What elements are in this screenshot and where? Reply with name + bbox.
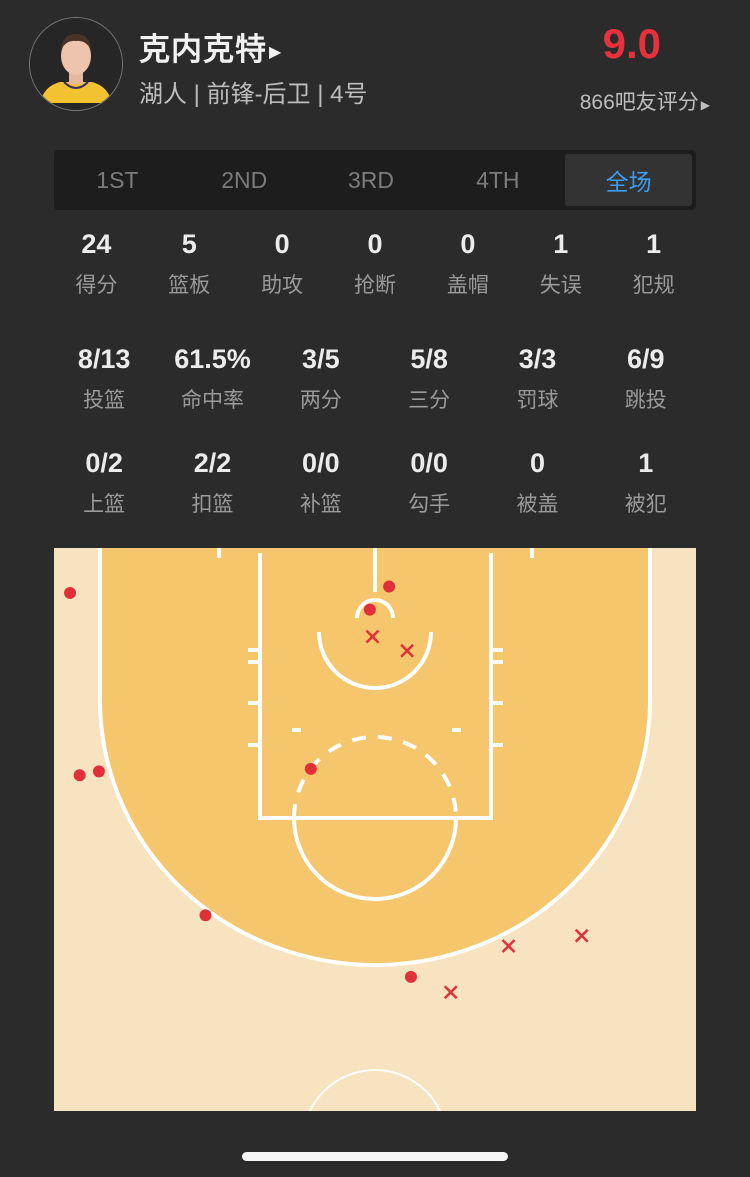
made-shot-marker [73,769,86,782]
stat-item: 0 盖帽 [421,229,514,299]
fan-rating-text: 866吧友评分 [579,91,699,114]
stat-value: 0 [460,229,476,259]
stat-label: 命中率 [180,389,244,412]
stat-item: 0 助攻 [236,229,329,299]
stat-label: 被犯 [624,493,667,516]
stat-label: 两分 [299,389,342,412]
stat-value: 0/0 [410,448,448,478]
stat-label: 投篮 [83,389,126,412]
stats-row-basic: 24 得分 5 篮板 0 助攻 0 抢断 0 盖帽 1 失误 1 犯规 [50,229,700,299]
stat-value: 3/3 [518,344,557,374]
stat-value: 0 [367,229,383,259]
stats-row-shooting: 8/13 投篮 61.5% 命中率 3/5 两分 5/8 三分 3/3 罚球 6/9 跳投 [50,344,700,414]
stat-item: 2/2 扣篮 [158,448,266,518]
stat-item: 0/0 补篮 [267,448,375,518]
stat-value: 8/13 [77,344,131,374]
stat-item: 24 得分 [50,229,143,299]
stat-value: 1 [638,448,654,478]
tab-2nd[interactable]: 2ND [221,166,268,193]
made-shot-marker [92,765,105,778]
stat-item: 61.5% 命中率 [158,344,266,414]
stat-item: 1 失误 [514,229,607,299]
made-shot-marker [199,909,212,922]
player-rating: 9.0 [602,20,661,67]
shot-chart-court [54,548,696,1111]
three-point-area [100,548,650,965]
stat-label: 勾手 [408,493,451,516]
missed-shot-marker [365,629,380,644]
stat-value: 5/8 [410,344,448,374]
stat-item: 3/5 两分 [267,344,375,414]
stat-value: 3/5 [302,344,340,374]
made-shot-marker [404,970,417,983]
stat-item: 5/8 三分 [375,344,483,414]
free-throw-circle [292,817,458,901]
fan-rating-link[interactable]: 866吧友评分 ▶ [580,86,710,116]
stat-label: 失误 [539,274,582,297]
three-point-line [98,548,652,967]
player-name[interactable]: 克内克特 ▶ [139,24,282,69]
rim-arc [355,598,395,619]
stat-value: 6/9 [627,344,665,374]
center-circle [308,1069,442,1111]
stat-label: 三分 [408,389,451,412]
stat-value: 0 [529,448,545,478]
triangle-right-icon: ▶ [269,43,283,61]
stat-label: 罚球 [516,389,559,412]
tab-3rd[interactable]: 3RD [347,166,394,193]
missed-shot-marker [574,928,589,943]
stat-value: 1 [646,229,662,259]
home-indicator[interactable] [242,1152,508,1161]
made-shot-marker [304,762,317,775]
stat-item: 8/13 投篮 [50,344,158,414]
stat-item: 1 被犯 [592,448,700,518]
player-photo [30,18,122,110]
stat-value: 1 [553,229,569,259]
stat-value: 0/0 [302,448,340,478]
stat-item: 0 抢断 [329,229,422,299]
stat-value: 0/2 [85,448,123,478]
stat-label: 篮板 [168,274,211,297]
made-shot-marker [363,603,376,616]
player-avatar[interactable] [29,17,123,111]
stat-label: 得分 [75,274,118,297]
missed-shot-marker [443,985,458,1000]
tab-1st[interactable]: 1ST [96,166,139,193]
stat-label: 被盖 [516,493,559,516]
free-throw-lane [258,553,493,820]
period-tabs: 1ST 2ND 3RD 4TH 全场 [54,150,696,210]
restricted-area-arc [317,631,433,690]
stat-label: 跳投 [624,389,667,412]
stats-row-shot-types: 0/2 上篮 2/2 扣篮 0/0 补篮 0/0 勾手 0 被盖 1 被犯 [50,448,700,518]
tab-full-game[interactable]: 全场 [565,154,692,206]
triangle-right-icon: ▶ [700,98,710,112]
tab-4th[interactable]: 4TH [476,166,520,193]
missed-shot-marker [400,643,414,658]
made-shot-marker [383,580,396,593]
stat-item: 0/0 勾手 [375,448,483,518]
stat-item: 3/3 罚球 [483,344,591,414]
stat-item: 0 被盖 [483,448,591,518]
stat-item: 1 犯规 [607,229,700,299]
free-throw-circle-dashed [292,735,458,819]
stat-label: 犯规 [632,274,675,297]
stat-label: 扣篮 [191,493,234,516]
stat-label: 盖帽 [446,274,489,297]
stat-label: 助攻 [261,274,304,297]
stat-item: 6/9 跳投 [592,344,700,414]
stat-value: 2/2 [193,448,232,478]
stat-label: 抢断 [354,274,396,297]
missed-shot-marker [501,939,516,953]
stat-value: 24 [81,229,112,259]
stat-value: 5 [181,229,197,259]
player-info: 湖人 | 前锋-后卫 | 4号 [139,81,368,108]
player-name-text: 克内克特 [139,32,267,67]
stat-value: 0 [274,229,290,259]
stat-item: 5 篮板 [143,229,236,299]
stat-label: 补篮 [299,493,342,516]
made-shot-marker [64,586,77,599]
stat-item: 0/2 上篮 [50,448,158,518]
stat-label: 上篮 [83,493,126,516]
stat-value: 61.5% [174,344,251,374]
